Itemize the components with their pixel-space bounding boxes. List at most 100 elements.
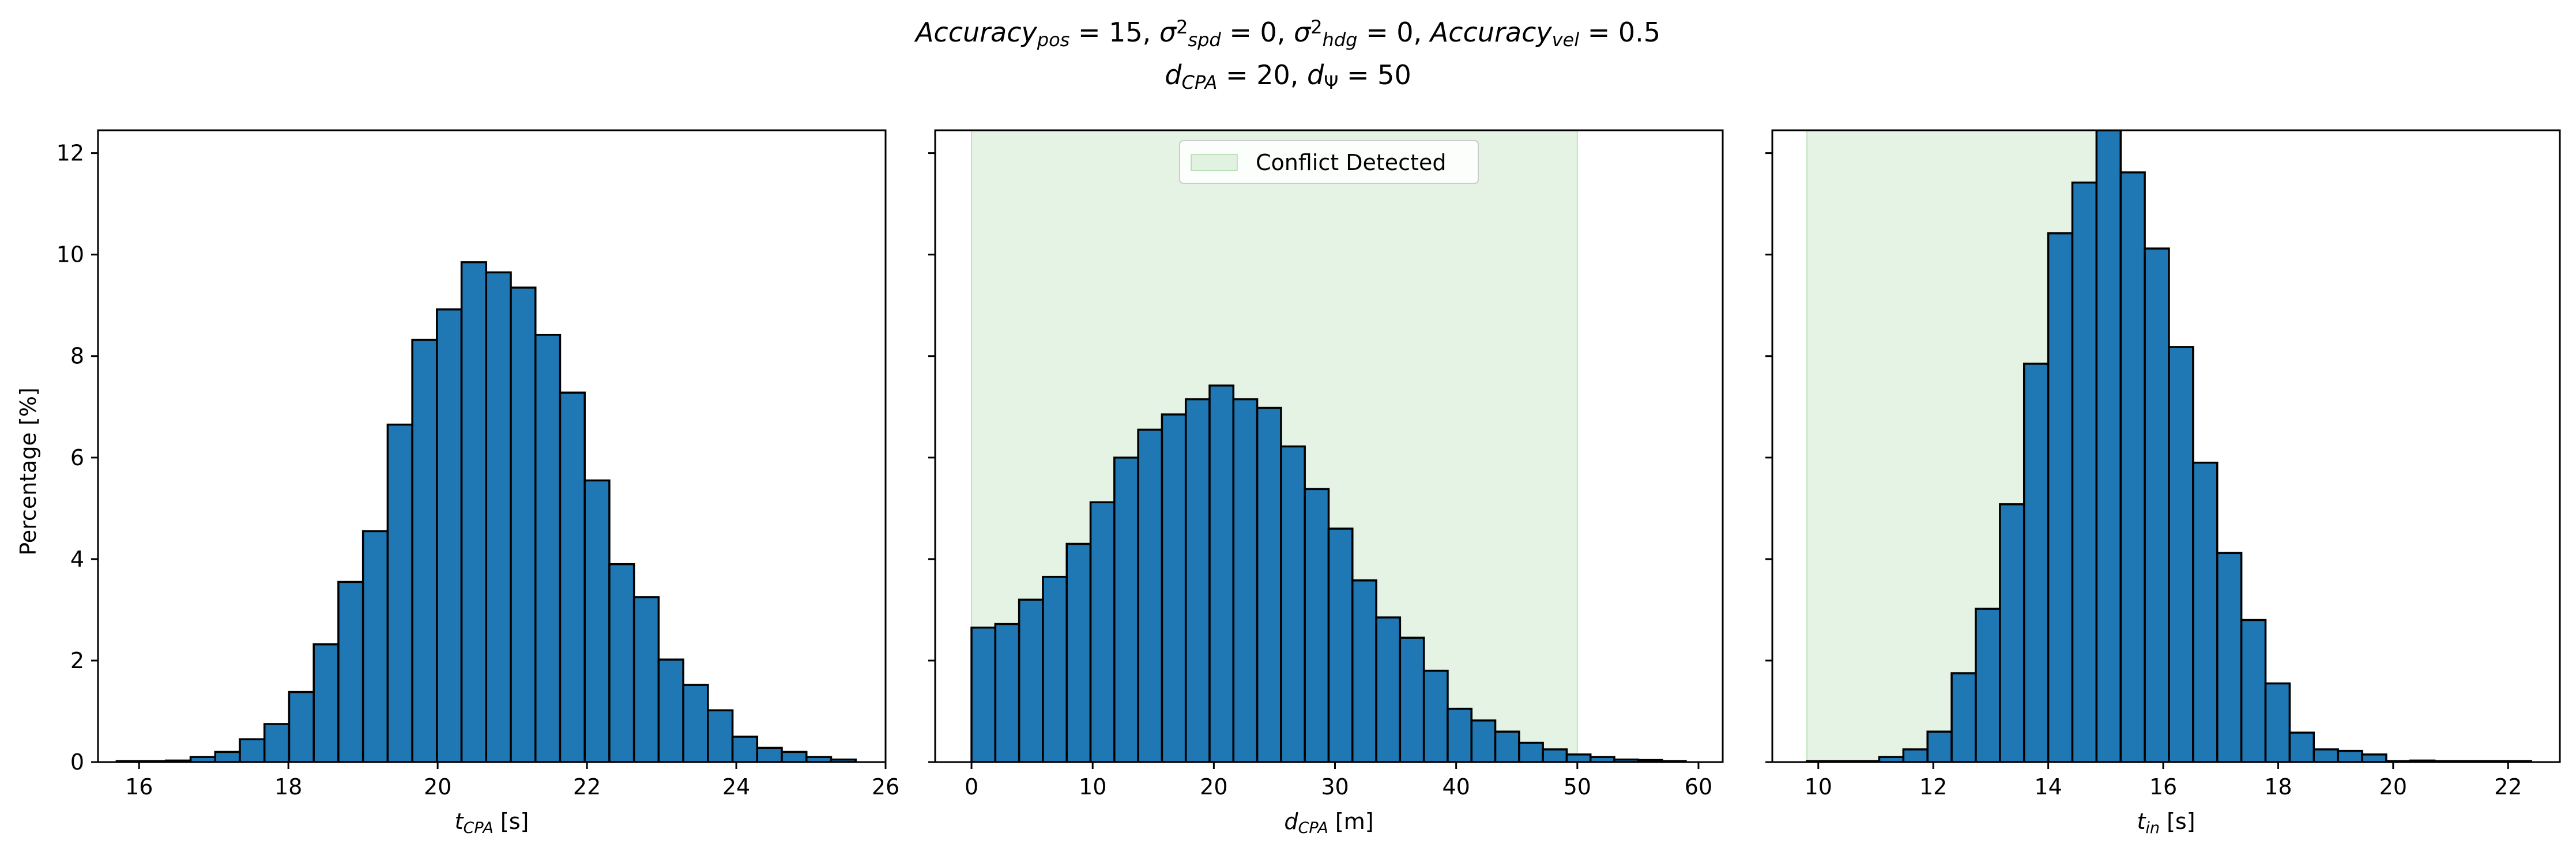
histogram-bar (608, 563, 635, 762)
histogram-bar (460, 261, 488, 762)
histogram-bar (2361, 753, 2387, 762)
histogram-bar (2071, 181, 2098, 762)
axes-frame (934, 129, 1724, 763)
x-tick-label: 40 (1442, 774, 1470, 800)
histogram-bar (288, 691, 315, 762)
histogram-bar (1161, 413, 1187, 762)
axes-frame (1771, 129, 2561, 763)
histogram-bars (115, 261, 857, 762)
histogram-bar (2168, 346, 2194, 762)
y-tick-label: 6 (70, 445, 84, 470)
x-tick-label: 22 (2494, 774, 2522, 800)
x-tick-label: 10 (1079, 774, 1106, 800)
histogram-bar (1351, 579, 1377, 762)
figure-title-line-1: Accuracypos = 15, σ2spd = 0, σ2hdg = 0, … (914, 16, 1660, 51)
x-axis-label: tin [s] (2137, 809, 2195, 837)
histogram-bar (2288, 732, 2315, 762)
histogram-bar (1280, 445, 1306, 762)
histogram-bar (1565, 753, 1592, 762)
x-axis-label: tCPA [s] (455, 809, 529, 837)
x-tick-label: 60 (1685, 774, 1712, 800)
histogram-bar (1208, 384, 1235, 762)
histogram-bar (312, 643, 340, 762)
histogram-bar (970, 626, 997, 762)
x-tick-label: 22 (573, 774, 601, 800)
x-tick-label: 20 (1200, 774, 1227, 800)
x-tick-label: 26 (872, 774, 899, 800)
histogram-bar (559, 391, 586, 762)
histogram-bar (1494, 730, 1520, 762)
histogram-bar (2216, 552, 2243, 762)
histogram-bar (1304, 488, 1330, 762)
histogram-bar (1470, 719, 1497, 762)
histogram-bar (1327, 527, 1354, 762)
x-tick-label: 12 (1919, 774, 1947, 800)
histogram-bar (1999, 503, 2025, 762)
histogram-bar (2047, 232, 2074, 762)
histogram-bar (436, 308, 463, 762)
y-tick-label: 10 (57, 242, 84, 267)
histogram-bar (1447, 707, 1472, 762)
histogram-bar (510, 286, 537, 762)
histogram-bar (2240, 619, 2267, 762)
histogram-bar (263, 723, 291, 762)
histogram-bar (2144, 247, 2170, 762)
histogram-bar (485, 271, 512, 762)
histogram-bar (682, 684, 709, 762)
histogram-bar (337, 580, 364, 762)
histogram-bar (731, 736, 759, 762)
histogram-bar (707, 709, 734, 762)
x-axis-label: dCPA [m] (1284, 809, 1373, 837)
histogram-bar (1950, 672, 1977, 762)
histogram-bar (2264, 682, 2291, 762)
histogram-bar (1256, 406, 1282, 762)
x-tick-label: 50 (1564, 774, 1591, 800)
histogram-bar (583, 479, 611, 762)
x-tick-label: 24 (722, 774, 750, 800)
histogram-bar (1399, 636, 1425, 762)
legend-swatch (1191, 154, 1238, 171)
legend-label: Conflict Detected (1256, 150, 1446, 175)
histogram-bar (781, 751, 808, 762)
x-tick-label: 10 (1805, 774, 1832, 800)
histogram-bar (994, 623, 1020, 762)
y-tick-label: 8 (70, 344, 84, 369)
subplot-3: 10 12 14 16 18 20 22 tin [s] (1765, 129, 2561, 837)
x-tick-label: 16 (125, 774, 153, 800)
histogram-bar (2095, 130, 2122, 762)
histogram-bar (1422, 669, 1449, 762)
histogram-bar (1113, 457, 1139, 762)
histogram-bar (2337, 749, 2363, 762)
y-tick-label: 0 (70, 749, 84, 775)
histogram-bar (1042, 575, 1068, 762)
histogram-bar (1902, 748, 1929, 762)
histogram-bar (1089, 501, 1116, 762)
histogram-bar (1975, 608, 2001, 762)
histogram-bar (1926, 730, 1953, 762)
histogram-bar (756, 747, 783, 762)
histogram-bar (2192, 461, 2219, 762)
legend: Conflict Detected (1179, 140, 1479, 184)
histogram-bar (214, 751, 241, 762)
x-tick-label: 30 (1321, 774, 1349, 800)
histogram-bar (534, 334, 562, 762)
y-tick-label: 2 (70, 648, 84, 673)
axes-frame (97, 129, 887, 763)
histogram-bar (1018, 598, 1044, 762)
histogram-bar (1065, 542, 1092, 762)
y-tick-label: 4 (70, 546, 84, 572)
histogram-bar (239, 738, 266, 762)
x-tick-label: 20 (2379, 774, 2407, 800)
x-tick-label: 18 (274, 774, 302, 800)
histogram-bar (2119, 171, 2146, 762)
histogram-bar (1184, 398, 1211, 762)
histogram-bar (2023, 363, 2050, 762)
histogram-bar (411, 338, 438, 762)
y-axis-label: Percentage [%] (16, 387, 41, 556)
histogram-bar (386, 423, 413, 762)
figure-title-line-2: dCPA = 20, dΨ = 50 (1165, 59, 1411, 93)
histogram-bar (1518, 741, 1544, 762)
